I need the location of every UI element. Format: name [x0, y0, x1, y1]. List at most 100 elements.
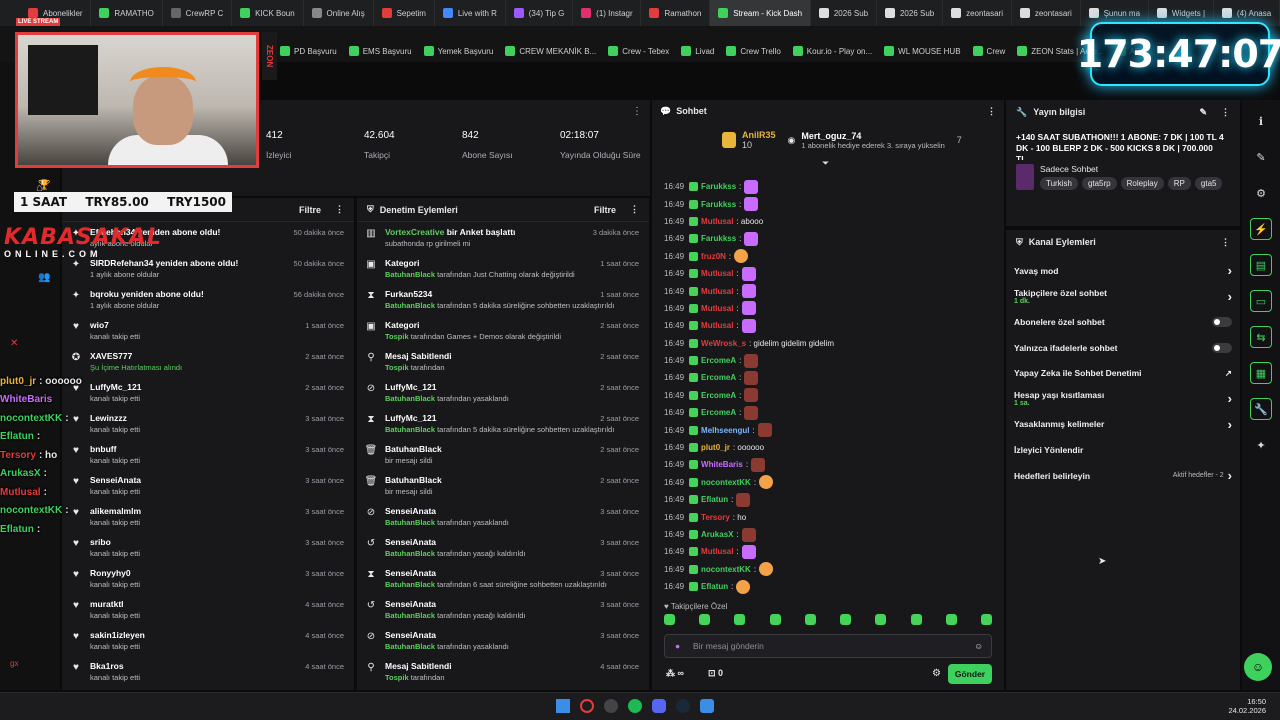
bookmark-item[interactable]: Yemek Başvuru: [423, 46, 493, 56]
activity-user[interactable]: XAVES777: [90, 351, 133, 361]
chat-username[interactable]: Eflatun: [701, 495, 729, 505]
browser-tab[interactable]: Ramathon: [641, 0, 711, 26]
bolt-icon[interactable]: ⚡: [1250, 218, 1272, 240]
moderation-subject[interactable]: Kategori: [385, 320, 420, 330]
channel-action-item[interactable]: Takipçilere özel sohbet 1 dk. ›: [1006, 284, 1240, 310]
browser-tab[interactable]: 2026 Sub: [877, 0, 944, 26]
category-thumbnail[interactable]: [1016, 164, 1034, 190]
channel-actions-menu-icon[interactable]: ⋮: [1221, 236, 1230, 247]
moderation-actor[interactable]: BatuhanBlack: [385, 611, 436, 620]
chat-username[interactable]: WhiteBaris: [701, 460, 743, 470]
app-icon[interactable]: [700, 699, 714, 713]
chat-username[interactable]: Mutlusal: [701, 321, 734, 331]
category-name[interactable]: Sadece Sohbet: [1040, 164, 1099, 174]
emote-picker-icon[interactable]: [945, 614, 957, 625]
moderation-subject[interactable]: SenseiAnata: [385, 506, 437, 516]
puzzle-icon[interactable]: ✦: [1256, 439, 1266, 452]
bookmark-item[interactable]: Kour.io - Play on...: [792, 46, 872, 56]
moderation-subject[interactable]: SenseiAnata: [385, 568, 437, 578]
browser-tab[interactable]: Şunun ma: [1081, 0, 1149, 26]
activity-user[interactable]: sakin1izleyen: [90, 630, 145, 640]
stream-tag[interactable]: Turkish: [1040, 177, 1078, 190]
emoji-icon[interactable]: ☺: [974, 641, 983, 651]
trophy-icon[interactable]: 🏆: [38, 180, 51, 191]
stream-tag[interactable]: RP: [1167, 177, 1191, 190]
moderation-actor[interactable]: Tospik: [385, 332, 409, 341]
browser-tab[interactable]: CrewRP C: [163, 0, 233, 26]
emote-picker-icon[interactable]: [840, 614, 852, 625]
moderation-actor[interactable]: BatuhanBlack: [385, 549, 436, 558]
activity-user[interactable]: Lewinzzz: [90, 413, 127, 423]
browser-tab[interactable]: KICK Boun: [232, 0, 304, 26]
moderation-subject[interactable]: BatuhanBlack: [385, 444, 442, 454]
chat-menu-icon[interactable]: ⋮: [987, 105, 996, 116]
layout-icon[interactable]: ▦: [1250, 362, 1272, 384]
edit-rail-icon[interactable]: ✎: [1256, 151, 1266, 164]
browser-tab[interactable]: (1) Instagr: [573, 0, 642, 26]
windows-start-icon[interactable]: [556, 699, 570, 713]
send-button[interactable]: Gönder: [948, 664, 992, 684]
moderation-filter-button[interactable]: Filtre: [593, 204, 616, 215]
toggle-switch[interactable]: [1212, 342, 1232, 353]
stream-info-menu-icon[interactable]: ⋮: [1221, 106, 1230, 117]
chat-username[interactable]: Mutlusal: [701, 286, 734, 296]
emote-picker-icon[interactable]: [980, 614, 992, 625]
support-chat-icon[interactable]: ☺: [1244, 653, 1272, 681]
browser-tab[interactable]: zeontasari: [943, 0, 1012, 26]
top-gifter-2[interactable]: Mert_oguz_74: [801, 130, 862, 141]
chat-username[interactable]: Mutlusal: [701, 216, 734, 226]
home-icon[interactable]: ⌂: [36, 182, 43, 194]
chat-username[interactable]: Mutlusal: [701, 269, 734, 279]
steam-icon[interactable]: [676, 699, 690, 713]
activity-user[interactable]: SenseiAnata: [90, 475, 142, 485]
moderation-subject[interactable]: Mesaj Sabitlendi: [385, 661, 452, 671]
emote-picker-icon[interactable]: [769, 614, 781, 625]
chat-username[interactable]: Tersory: [701, 512, 730, 522]
channel-action-item[interactable]: Yapay Zeka ile Sohbet Denetimi ↗: [1006, 360, 1240, 386]
browser-tab[interactable]: Stream - Kick Dash: [710, 0, 811, 26]
users-icon[interactable]: 👥: [38, 272, 51, 283]
moderation-subject[interactable]: LuffyMc_121: [385, 382, 437, 392]
stream-tag[interactable]: Roleplay: [1120, 177, 1164, 190]
moderation-actor[interactable]: BatuhanBlack: [385, 580, 436, 589]
emote-picker-icon[interactable]: [804, 614, 816, 625]
channel-action-item[interactable]: İzleyici Yönlendir: [1006, 437, 1240, 463]
activity-user[interactable]: sribo: [90, 537, 111, 547]
chat-settings-icon[interactable]: ⚙: [932, 668, 941, 679]
emote-picker-icon[interactable]: [664, 614, 675, 625]
chat-username[interactable]: Mutlusal: [701, 547, 734, 557]
moderation-subject[interactable]: SenseiAnata: [385, 537, 437, 547]
moderation-actor[interactable]: Tospik: [385, 673, 409, 682]
activity-user[interactable]: muratktl: [90, 599, 124, 609]
activity-user[interactable]: wio7: [90, 320, 109, 330]
channel-action-item[interactable]: Yavaş mod ›: [1006, 258, 1240, 284]
bookmark-item[interactable]: WL MOUSE HUB: [884, 46, 961, 56]
emote-picker-icon[interactable]: [875, 614, 887, 625]
stats-menu-icon[interactable]: ⋮: [632, 106, 642, 117]
gear-icon[interactable]: ⚙: [1256, 187, 1266, 200]
moderation-actor[interactable]: BatuhanBlack: [385, 301, 436, 310]
chat-username[interactable]: nocontextKK: [701, 564, 751, 574]
chat-username[interactable]: ErcomeA: [701, 356, 737, 366]
activity-user[interactable]: LuffyMc_121: [90, 382, 142, 392]
chat-input[interactable]: ● Bir mesaj gönderin ☺: [664, 634, 992, 658]
moderation-actor[interactable]: BatuhanBlack: [385, 518, 436, 527]
note-icon[interactable]: ▤: [1250, 254, 1272, 276]
channel-action-item[interactable]: Hesap yaşı kısıtlaması 1 sa. ›: [1006, 386, 1240, 412]
chat-username[interactable]: ArukasX: [701, 530, 734, 539]
browser-tab[interactable]: (34) Tip G: [506, 0, 574, 26]
spotify-icon[interactable]: [628, 699, 642, 713]
chat-username[interactable]: fruz0N: [701, 251, 726, 261]
moderation-menu-icon[interactable]: ⋮: [630, 204, 639, 214]
moderation-subject[interactable]: LuffyMc_121: [385, 413, 437, 423]
activity-user[interactable]: bqroku yeniden abone oldu!: [90, 289, 204, 299]
browser-tab[interactable]: zeontasari: [1012, 0, 1081, 26]
chat-username[interactable]: WeWrosk_s: [701, 338, 747, 348]
wrench-rail-icon[interactable]: 🔧: [1250, 398, 1272, 420]
moderation-subject[interactable]: SenseiAnata: [385, 599, 437, 609]
bookmark-item[interactable]: Crew - Tebex: [608, 46, 669, 56]
moderation-subject[interactable]: Mesaj Sabitlendi: [385, 351, 452, 361]
moderation-subject[interactable]: Furkan5234: [385, 289, 433, 299]
activity-user[interactable]: Bka1ros: [90, 661, 124, 671]
browser-tab[interactable]: Widgets |: [1149, 0, 1214, 26]
